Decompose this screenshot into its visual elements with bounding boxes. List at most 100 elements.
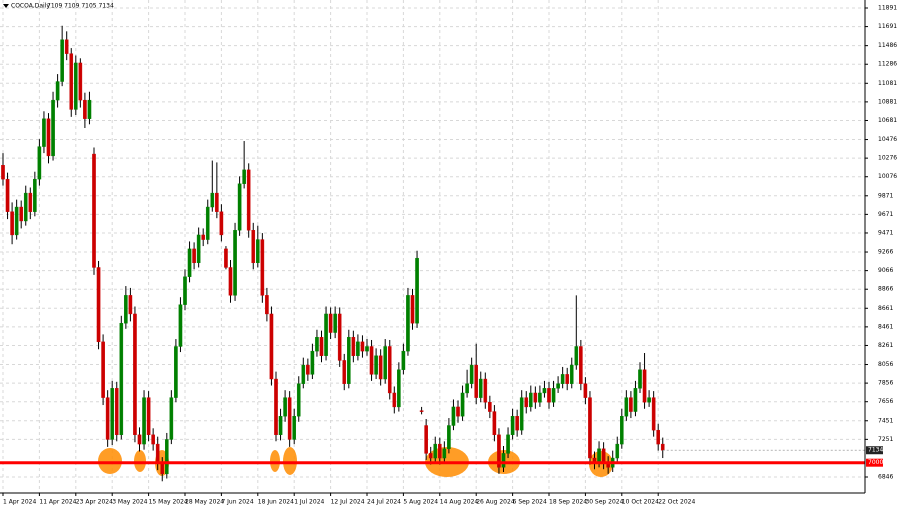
candle-body (233, 230, 237, 296)
candle-body (251, 230, 256, 264)
candle-body (178, 304, 183, 347)
candle-body (497, 434, 501, 468)
candle-body (215, 192, 219, 212)
candle-body (42, 118, 46, 147)
highlight (134, 450, 146, 472)
x-tick-label: 5 Aug 2024 (403, 499, 438, 506)
candle-body (296, 383, 301, 417)
candle-body (656, 429, 660, 445)
candle-body (456, 406, 460, 417)
candle-body (242, 169, 246, 184)
candle-body (460, 392, 465, 417)
x-tick-label: 18 Sep 2024 (549, 499, 587, 506)
candle-body (392, 392, 397, 408)
candle-body (492, 411, 497, 436)
candle-body (387, 346, 392, 394)
candle-body (19, 206, 24, 222)
candle-body (642, 369, 647, 403)
candle-body (651, 397, 656, 431)
candle-body (547, 388, 551, 403)
candle-body (256, 239, 260, 264)
candle-body (347, 336, 351, 384)
candle-body (506, 434, 510, 454)
candle-body (192, 248, 196, 264)
candle-body (110, 388, 114, 440)
x-tick-label: 12 Jul 2024 (331, 499, 365, 506)
candle-body (83, 99, 87, 119)
candle-body (114, 388, 119, 436)
support-label-box (866, 458, 883, 467)
y-tick-label: 10076 (878, 173, 897, 180)
candle-body (324, 313, 328, 356)
candle-body (597, 448, 601, 463)
candle-body (169, 397, 174, 440)
candle-body (438, 443, 442, 459)
candle-body (397, 369, 401, 408)
highlight (283, 447, 297, 475)
candle-body (433, 443, 438, 459)
x-tick-label: 3 May 2024 (112, 499, 147, 506)
candle-body (201, 234, 206, 240)
candle-body (164, 439, 169, 475)
candle-body (533, 392, 538, 403)
candle-body (369, 346, 374, 375)
candle-body (151, 434, 155, 445)
candle-body (560, 374, 565, 384)
x-tick-label: 6 Sep 2024 (513, 499, 547, 506)
candle-body (69, 53, 74, 110)
candle-body (1, 165, 5, 180)
candle-body (78, 62, 83, 101)
candle-body (14, 206, 19, 236)
y-tick-label: 9871 (878, 192, 893, 199)
candle-body (451, 406, 456, 426)
candle-body (37, 146, 42, 180)
y-tick-label: 8661 (878, 305, 893, 312)
candle-body (565, 374, 569, 384)
chart-title: COCOA,Daily (11, 3, 50, 10)
candle-body (160, 462, 165, 475)
candle-body (419, 410, 424, 412)
candle-body (360, 341, 365, 352)
candle-body (469, 364, 474, 384)
candle-body (64, 39, 69, 54)
candle-body (410, 295, 415, 324)
candle-body (569, 364, 574, 384)
candle-body (442, 448, 447, 459)
candle-body (401, 350, 406, 370)
candle-body (465, 383, 469, 394)
y-tick-label: 7251 (878, 436, 893, 443)
candle-body (146, 397, 151, 436)
y-tick-label: 11486 (878, 42, 897, 49)
x-tick-label: 7 Jun 2024 (221, 499, 253, 506)
candle-body (96, 267, 101, 343)
candle-body (556, 383, 560, 389)
y-tick-label: 7656 (878, 398, 893, 405)
candle-body (210, 192, 215, 208)
x-tick-label: 1 Apr 2024 (3, 499, 36, 506)
candle-body (538, 392, 542, 403)
candle-body (647, 397, 651, 403)
y-tick-label: 6846 (878, 474, 893, 481)
x-tick-label: 10 Oct 2024 (622, 499, 659, 506)
candle-body (105, 397, 110, 440)
x-tick-label: 30 Sep 2024 (585, 499, 623, 506)
candle-body (142, 397, 146, 445)
candle-body (638, 369, 642, 389)
candle-body (269, 313, 274, 380)
x-tick-label: 18 Jun 2024 (258, 499, 294, 506)
y-tick-label: 9671 (878, 211, 893, 218)
candle-body (524, 397, 529, 408)
candle-body (306, 364, 310, 375)
menu-icon[interactable] (3, 4, 9, 8)
candle-body (174, 346, 178, 398)
candle-body (101, 341, 105, 398)
candle-body (301, 364, 306, 384)
candle-body (28, 192, 33, 212)
candle-body (542, 388, 547, 394)
x-tick-label: 11 Apr 2024 (39, 499, 76, 506)
y-tick-label: 11081 (878, 80, 897, 87)
y-tick-label: 7451 (878, 417, 893, 424)
candle-body (342, 360, 347, 384)
candle-body (428, 453, 433, 459)
candle-body (137, 434, 142, 445)
